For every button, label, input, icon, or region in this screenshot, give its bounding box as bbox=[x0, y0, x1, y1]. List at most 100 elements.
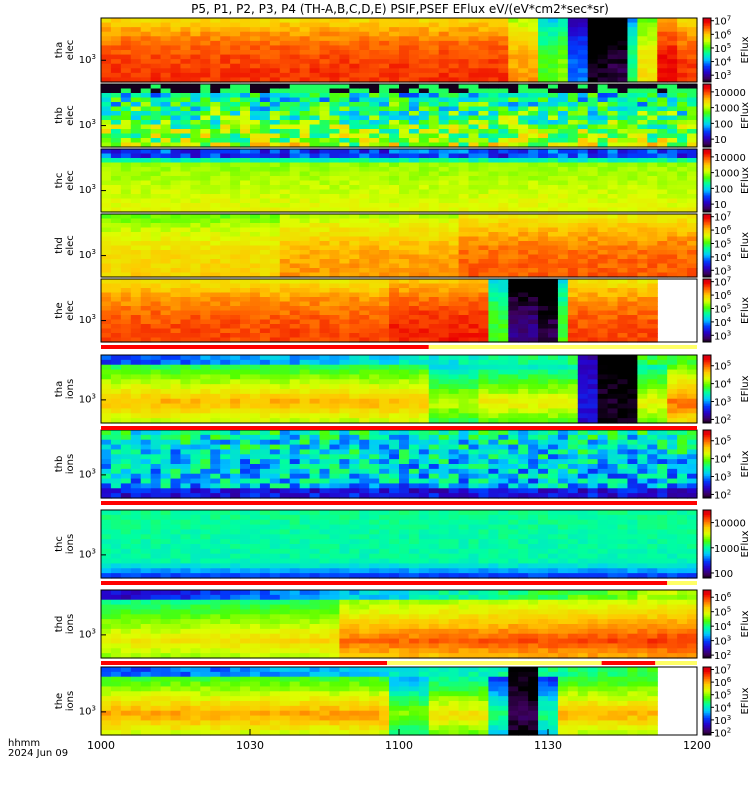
heatmap-cell bbox=[548, 27, 559, 33]
heatmap-cell bbox=[418, 27, 430, 33]
heatmap-cell bbox=[677, 18, 688, 24]
heatmap-cell bbox=[309, 403, 321, 410]
heatmap-cell bbox=[180, 185, 191, 191]
heatmap-cell bbox=[160, 54, 172, 60]
heatmap-cell bbox=[180, 364, 191, 371]
heatmap-cell bbox=[399, 68, 410, 74]
heatmap-cell bbox=[557, 72, 569, 79]
heatmap-cell bbox=[210, 379, 221, 385]
heatmap-cell bbox=[339, 162, 350, 168]
heatmap-cell bbox=[538, 93, 549, 99]
heatmap-cell bbox=[359, 374, 370, 380]
heatmap-cell bbox=[448, 359, 460, 366]
heatmap-cell bbox=[160, 102, 172, 108]
heatmap-cell bbox=[329, 84, 340, 90]
heatmap-cell bbox=[528, 50, 539, 56]
heatmap-cell bbox=[250, 236, 261, 242]
heatmap-cell bbox=[399, 364, 410, 371]
heatmap-cell bbox=[349, 207, 360, 213]
heatmap-cell bbox=[339, 120, 350, 126]
heatmap-cell bbox=[418, 272, 430, 278]
heatmap-cell bbox=[289, 158, 301, 164]
heatmap-cell bbox=[299, 245, 311, 251]
heatmap-cell bbox=[279, 203, 291, 209]
heatmap-cell bbox=[448, 379, 460, 385]
heatmap-cell bbox=[379, 102, 390, 108]
heatmap-cell bbox=[389, 171, 400, 177]
heatmap-cell bbox=[488, 232, 499, 238]
heatmap-cell bbox=[478, 102, 489, 108]
heatmap-cell bbox=[637, 292, 648, 298]
heatmap-cell bbox=[120, 369, 132, 376]
heatmap-cell bbox=[389, 232, 400, 238]
heatmap-cell bbox=[259, 162, 271, 168]
heatmap-cell bbox=[677, 254, 688, 260]
heatmap-cell bbox=[528, 93, 539, 99]
chart-title: P5, P1, P2, P3, P4 (TH-A,B,C,D,E) PSIF,P… bbox=[191, 2, 609, 16]
colorbar-swatch bbox=[703, 40, 711, 43]
heatmap-cell bbox=[637, 111, 648, 117]
heatmap-cell bbox=[389, 124, 400, 130]
heatmap-cell bbox=[369, 268, 380, 274]
heatmap-cell bbox=[557, 176, 569, 182]
heatmap-cell bbox=[647, 63, 658, 69]
heatmap-cell bbox=[518, 77, 529, 83]
heatmap-cell bbox=[677, 129, 688, 135]
heatmap-cell bbox=[518, 158, 529, 164]
heatmap-cell bbox=[269, 389, 281, 395]
panel-species-label: elec bbox=[65, 235, 76, 256]
heatmap-cell bbox=[478, 384, 489, 390]
heatmap-cell bbox=[190, 31, 201, 37]
heatmap-cell bbox=[279, 355, 291, 361]
heatmap-cell bbox=[140, 18, 152, 24]
heatmap-cell bbox=[110, 408, 122, 414]
heatmap-cell bbox=[577, 214, 589, 220]
heatmap-cell bbox=[259, 115, 271, 121]
heatmap-cell bbox=[468, 374, 480, 380]
heatmap-cell bbox=[557, 227, 569, 233]
heatmap-cell bbox=[220, 279, 231, 285]
heatmap-cell bbox=[299, 171, 311, 177]
heatmap-cell bbox=[428, 68, 440, 74]
heatmap-cell bbox=[488, 245, 499, 251]
heatmap-cell bbox=[637, 84, 648, 90]
heatmap-cell bbox=[210, 102, 221, 108]
heatmap-cell bbox=[488, 115, 499, 121]
heatmap-cell bbox=[339, 36, 350, 42]
heatmap-cell bbox=[101, 115, 112, 121]
heatmap-cell bbox=[319, 40, 331, 47]
heatmap-cell bbox=[130, 111, 142, 117]
heatmap-cell bbox=[667, 207, 678, 213]
colorbar-swatch bbox=[703, 107, 711, 110]
heatmap-cell bbox=[498, 142, 509, 148]
heatmap-cell bbox=[518, 149, 529, 155]
heatmap-cell bbox=[210, 59, 221, 65]
heatmap-cell bbox=[518, 297, 529, 303]
heatmap-cell bbox=[289, 88, 301, 94]
colorbar-swatch bbox=[703, 161, 711, 164]
heatmap-cell bbox=[369, 250, 380, 256]
heatmap-cell bbox=[170, 355, 182, 361]
heatmap-cell bbox=[140, 263, 152, 269]
heatmap-cell bbox=[548, 227, 559, 233]
heatmap-cell bbox=[120, 310, 132, 316]
heatmap-cell bbox=[418, 328, 430, 334]
heatmap-cell bbox=[250, 63, 261, 69]
heatmap-cell bbox=[458, 268, 470, 274]
heatmap-cell bbox=[329, 279, 340, 285]
heatmap-cell bbox=[101, 393, 112, 400]
heatmap-cell bbox=[240, 223, 251, 229]
heatmap-cell bbox=[587, 306, 599, 312]
heatmap-cell bbox=[170, 88, 182, 94]
heatmap-cell bbox=[319, 198, 331, 204]
heatmap-cell bbox=[130, 36, 142, 42]
heatmap-cell bbox=[468, 22, 480, 28]
heatmap-cell bbox=[110, 171, 122, 177]
heatmap-cell bbox=[657, 162, 668, 168]
heatmap-cell bbox=[399, 50, 410, 56]
heatmap-cell bbox=[269, 142, 281, 148]
heatmap-cell bbox=[240, 389, 251, 395]
heatmap-cell bbox=[150, 218, 162, 224]
heatmap-cell bbox=[399, 97, 410, 103]
heatmap-cell bbox=[538, 227, 549, 233]
